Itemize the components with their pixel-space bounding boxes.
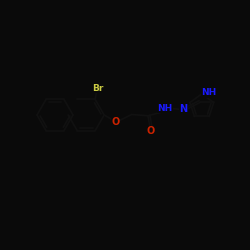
Text: O: O (111, 118, 120, 128)
Text: NH: NH (201, 88, 216, 97)
Text: NH: NH (157, 104, 172, 113)
Text: Br: Br (92, 84, 103, 93)
Text: N: N (180, 104, 188, 115)
Text: O: O (146, 126, 154, 136)
